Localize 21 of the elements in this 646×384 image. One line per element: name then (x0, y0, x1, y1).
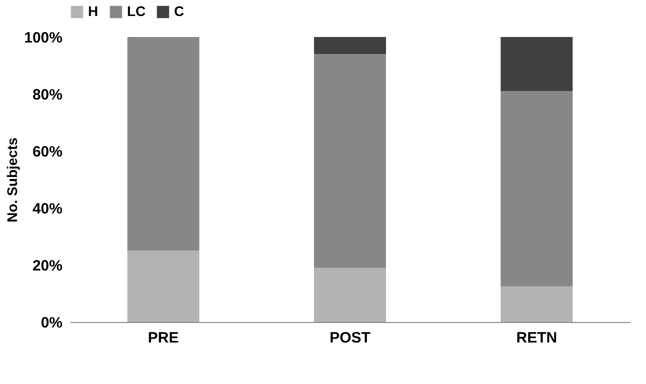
y-tick-label: 80% (32, 86, 62, 104)
x-tick-label: PRE (148, 330, 179, 346)
y-tick-label: 100% (24, 30, 62, 46)
y-tick-label: 40% (32, 200, 62, 218)
bar (314, 268, 386, 322)
legend-label: C (174, 3, 184, 19)
bar (500, 37, 573, 92)
legend-label: H (88, 3, 98, 19)
bar (314, 54, 386, 268)
bar (127, 37, 200, 251)
bar (500, 286, 573, 322)
bar (500, 91, 573, 286)
bar (314, 37, 386, 54)
legend-label: LC (127, 3, 146, 19)
y-tick-label: 0% (40, 314, 62, 332)
y-axis-title: No. Subjects (4, 137, 20, 222)
y-tick-label: 60% (32, 144, 62, 160)
bar (127, 250, 200, 322)
x-tick-label: POST (330, 330, 370, 346)
y-tick-label: 20% (32, 258, 62, 274)
x-tick-label: RETN (516, 330, 558, 346)
